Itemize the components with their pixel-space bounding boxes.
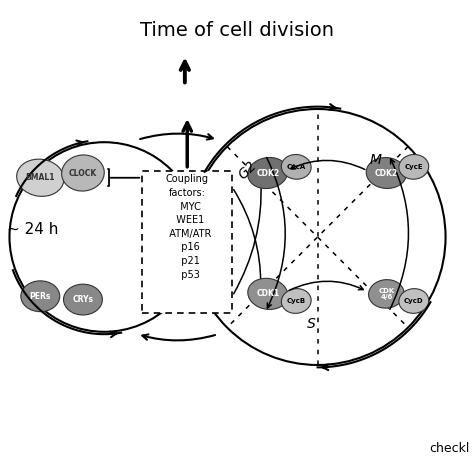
Text: CycB: CycB (287, 298, 306, 304)
Ellipse shape (248, 278, 288, 310)
Ellipse shape (399, 155, 428, 179)
Ellipse shape (282, 155, 311, 179)
Text: G2: G2 (235, 159, 259, 182)
Text: PERs: PERs (29, 292, 51, 301)
Text: Coupling
factors:
  MYC
  WEE1
  ATM/ATR
  p16
  p21
  p53: Coupling factors: MYC WEE1 ATM/ATR p16 p… (163, 174, 211, 280)
Ellipse shape (369, 280, 404, 308)
Text: S: S (307, 317, 316, 331)
Text: CDK
4/6: CDK 4/6 (378, 288, 394, 300)
Text: Time of cell division: Time of cell division (140, 21, 334, 40)
Text: CRYs: CRYs (73, 295, 93, 304)
Ellipse shape (64, 284, 102, 315)
Ellipse shape (62, 155, 104, 191)
Text: M: M (369, 153, 381, 167)
Ellipse shape (248, 157, 288, 189)
Text: CycE: CycE (404, 164, 423, 170)
Text: CDK2: CDK2 (375, 169, 398, 177)
Text: CycD: CycD (404, 298, 424, 304)
Text: CDK2: CDK2 (256, 169, 279, 177)
FancyBboxPatch shape (142, 171, 232, 313)
Text: BMAL1: BMAL1 (26, 173, 55, 182)
Text: CycA: CycA (287, 164, 306, 170)
Text: CLOCK: CLOCK (69, 169, 97, 177)
Ellipse shape (282, 289, 311, 313)
Ellipse shape (399, 289, 428, 313)
Ellipse shape (17, 159, 64, 196)
Text: ~ 24 h: ~ 24 h (7, 222, 58, 237)
Ellipse shape (21, 281, 60, 312)
Text: CDK1: CDK1 (256, 290, 279, 298)
Text: checkl: checkl (429, 442, 469, 455)
Ellipse shape (366, 157, 406, 189)
